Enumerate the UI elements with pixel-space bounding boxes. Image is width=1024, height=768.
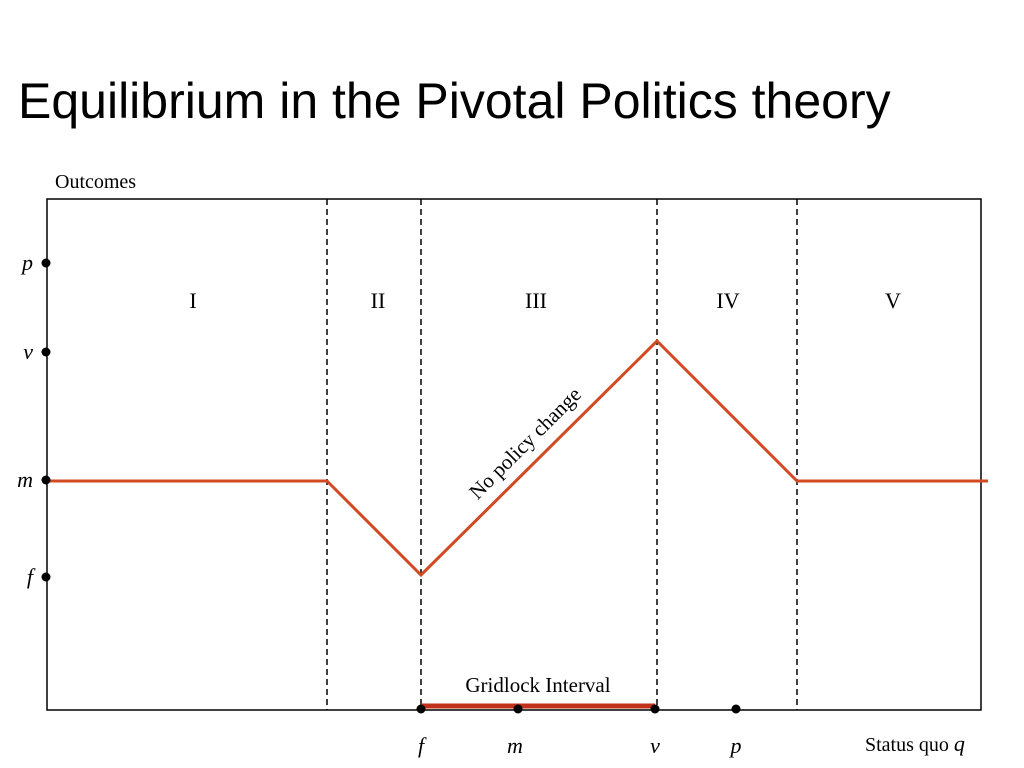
x-axis-var: q bbox=[954, 731, 965, 756]
x-label: p bbox=[729, 733, 742, 758]
y-axis-label: Outcomes bbox=[55, 171, 136, 193]
y-dot bbox=[41, 258, 51, 268]
x-label: v bbox=[650, 733, 660, 758]
y-label: f bbox=[27, 564, 36, 589]
x-axis-label: Status quo q bbox=[865, 731, 965, 756]
slide-title: Equilibrium in the Pivotal Politics theo… bbox=[18, 73, 891, 129]
region-label: II bbox=[371, 288, 386, 313]
y-label: p bbox=[20, 250, 33, 275]
x-dot bbox=[731, 704, 741, 714]
y-dot bbox=[41, 475, 51, 485]
region-label: III bbox=[525, 288, 547, 313]
x-dot bbox=[650, 704, 660, 714]
line-label: No policy change bbox=[464, 382, 586, 504]
region-label: I bbox=[189, 288, 196, 313]
y-label: m bbox=[17, 467, 33, 492]
x-dot bbox=[513, 704, 523, 714]
region-label: V bbox=[885, 288, 901, 313]
y-label: v bbox=[23, 339, 33, 364]
outcome-line bbox=[47, 338, 988, 578]
interval-label: Gridlock Interval bbox=[465, 673, 610, 697]
region-label: IV bbox=[716, 288, 739, 313]
x-label: f bbox=[418, 733, 427, 758]
dividers bbox=[326, 199, 798, 710]
x-label: m bbox=[507, 733, 523, 758]
y-dot bbox=[41, 572, 51, 582]
x-axis-text: Status quo bbox=[865, 734, 949, 756]
x-dot bbox=[416, 704, 426, 714]
y-dot bbox=[41, 347, 51, 357]
